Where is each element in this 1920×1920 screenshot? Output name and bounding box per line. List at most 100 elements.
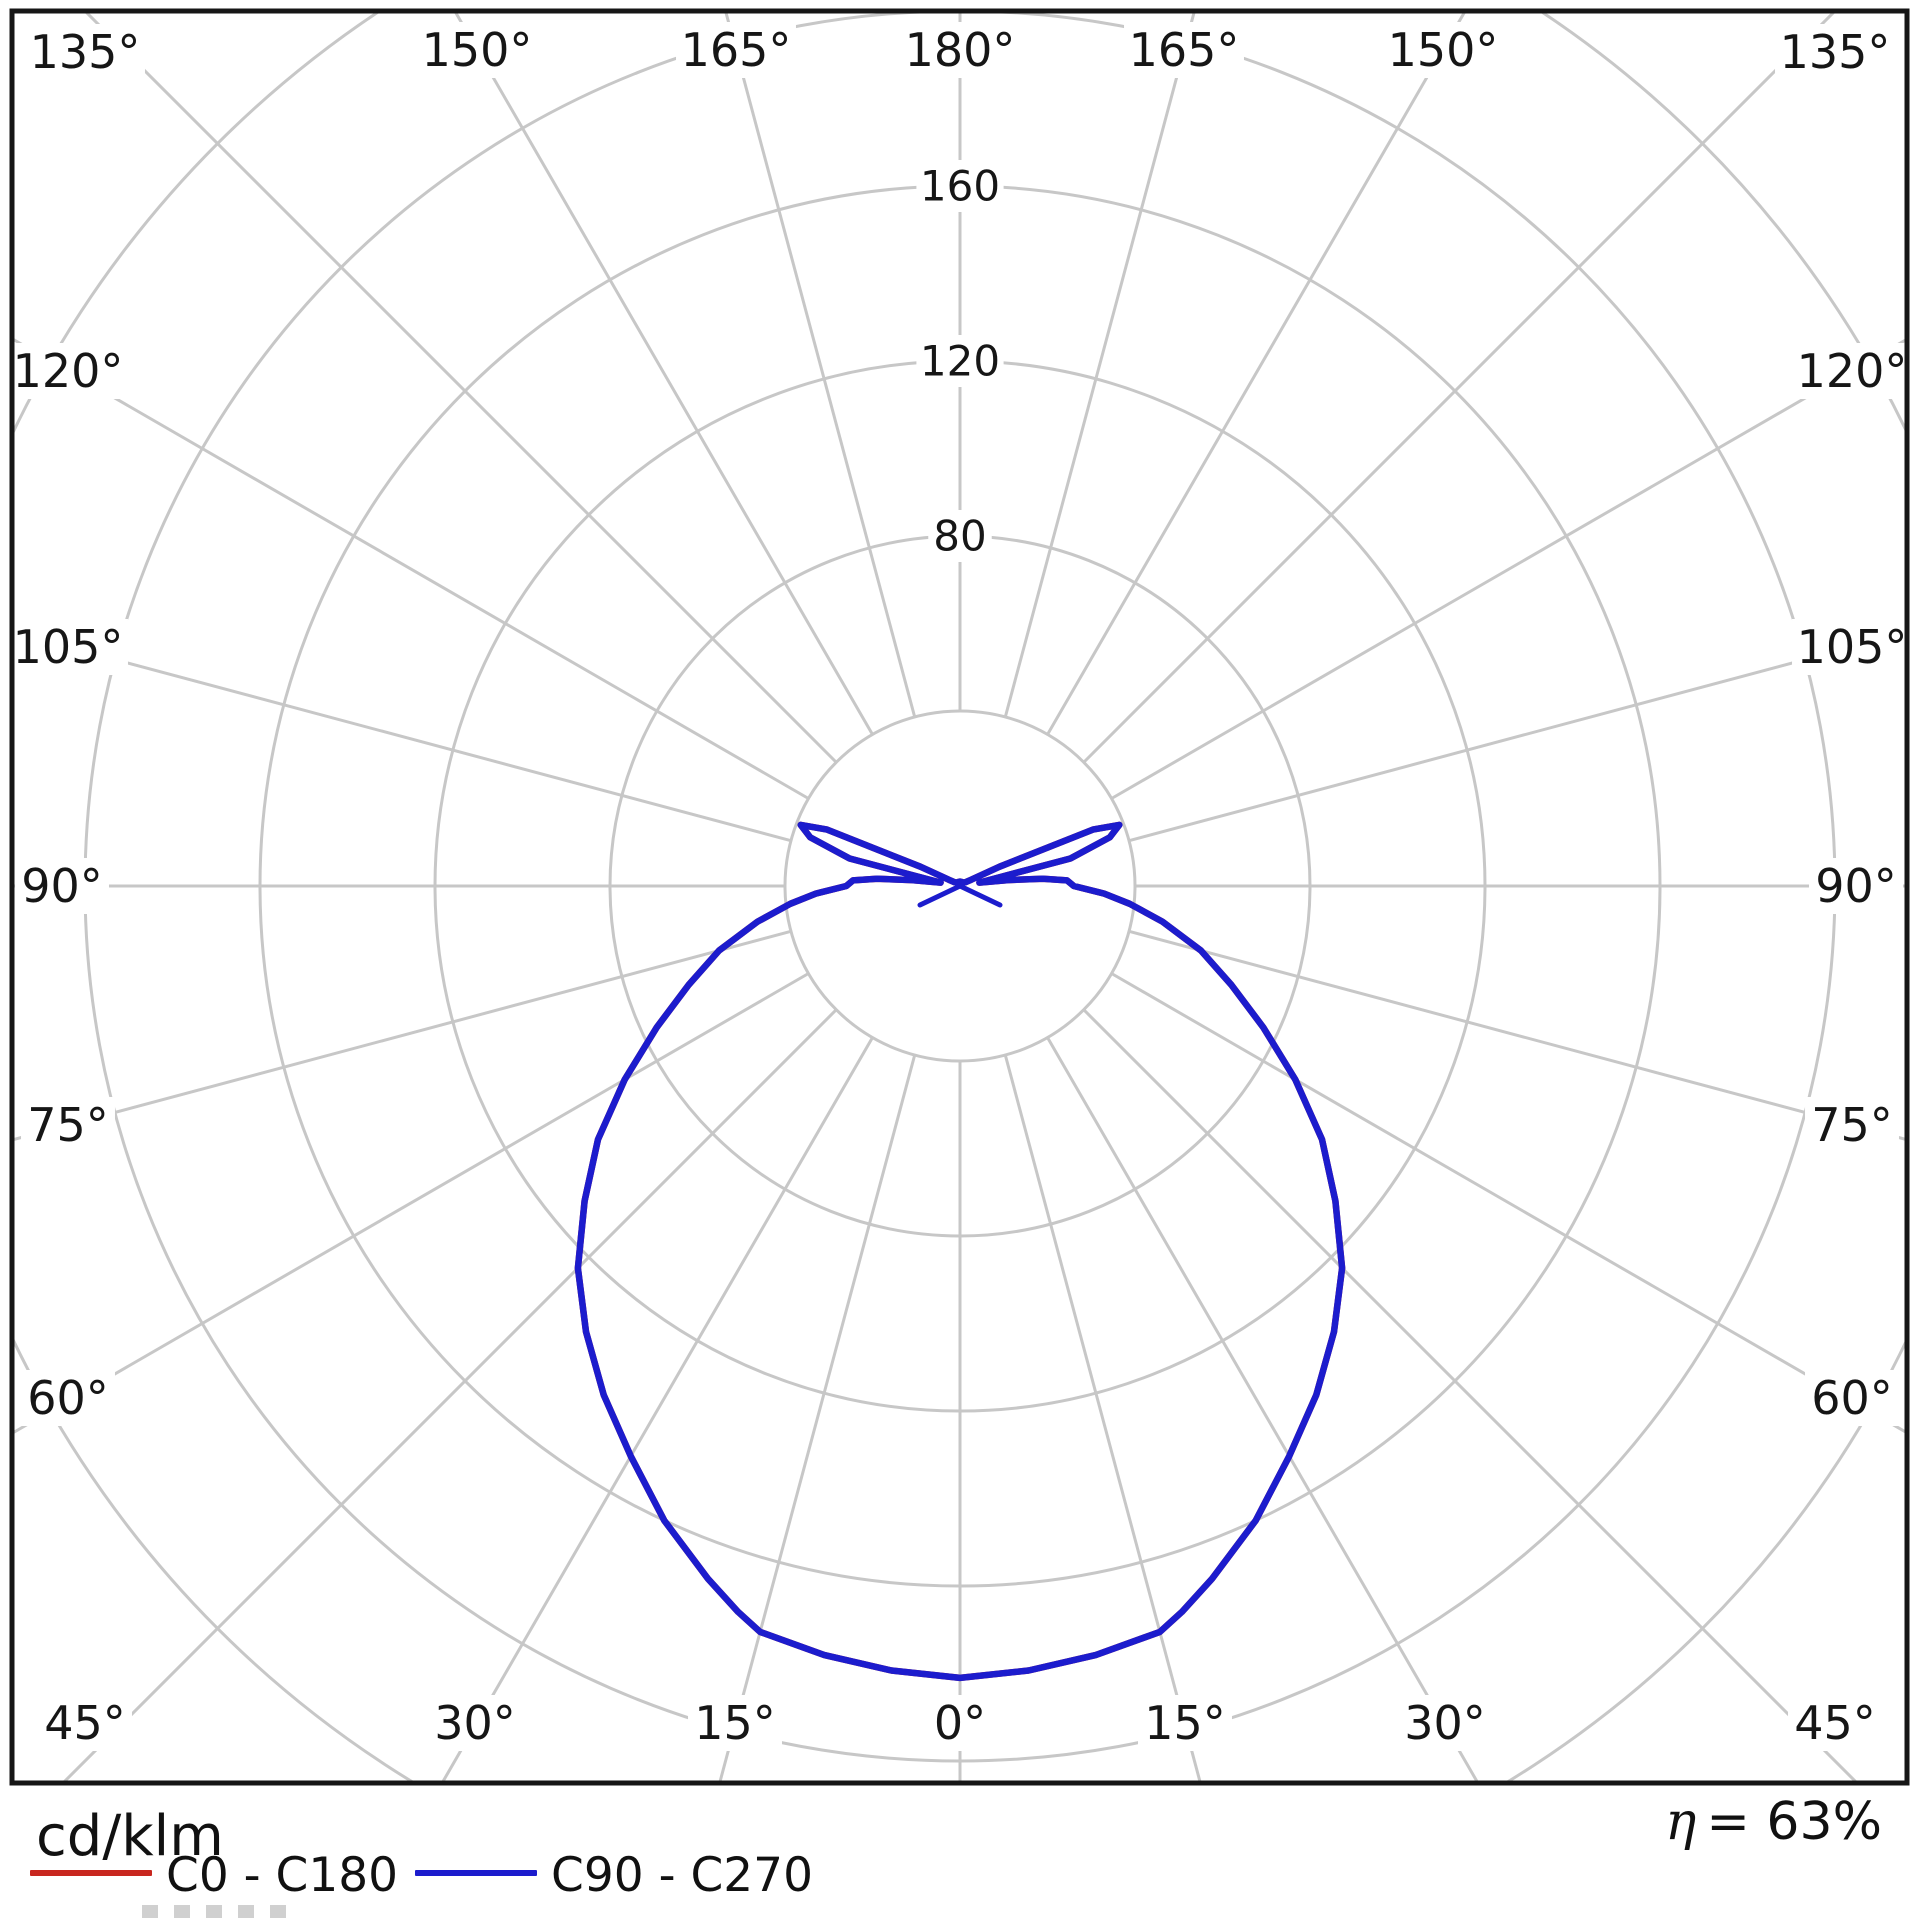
angle-tick-label-8-105°: 105°: [8, 619, 128, 675]
angle-tick-label-18-30°-bg: [428, 1695, 522, 1751]
angle-tick-label-16-60°-text: 60°: [1811, 1371, 1893, 1425]
angle-tick-label-12-120°-bg: [1792, 343, 1912, 399]
angle-tick-label-13-105°: 105°: [1792, 619, 1912, 675]
angle-tick-label-2-165°: 165°: [676, 22, 796, 78]
angle-tick-label-10-75°-bg: [21, 1097, 115, 1153]
efficiency-readout: η = 63%: [1665, 1792, 1882, 1852]
radial-tick-label-120: 120: [916, 335, 1004, 387]
angle-tick-label-21-15°: 15°: [1138, 1695, 1232, 1751]
angle-tick-label-19-15°-text: 15°: [694, 1696, 776, 1750]
grid-radial-105: [1128, 631, 1905, 843]
angle-tick-label-20-0°: 0°: [926, 1695, 994, 1751]
eta-symbol: η: [1665, 1792, 1697, 1852]
grid-radial-195: [724, 13, 917, 718]
angle-tick-label-12-120°-text: 120°: [1797, 344, 1908, 398]
angle-tick-label-11-60°: 60°: [21, 1370, 115, 1426]
grid-radial-345: [718, 1054, 917, 1781]
angle-tick-label-21-15°-text: 15°: [1144, 1696, 1226, 1750]
angle-tick-label-8-105°-bg: [8, 619, 128, 675]
legend-swatch-red-line: [30, 1870, 152, 1876]
angle-tick-label-9-90°-bg: [15, 858, 109, 914]
grid-radial-75: [1128, 929, 1905, 1141]
angle-tick-label-7-120°: 120°: [8, 343, 128, 399]
angle-tick-label-12-120°: 120°: [1792, 343, 1912, 399]
angle-tick-label-19-15°: 15°: [688, 1695, 782, 1751]
radial-tick-label-160-bg: [916, 160, 1004, 212]
angle-tick-label-18-30°: 30°: [428, 1695, 522, 1751]
angle-tick-label-6-135°-bg: [1775, 24, 1895, 80]
grid-radial-240: [14, 338, 810, 800]
grid-radial-255: [14, 630, 792, 843]
angle-tick-label-23-45°: 45°: [1788, 1695, 1882, 1751]
angle-tick-label-5-150°-text: 150°: [1388, 23, 1499, 77]
angle-tick-label-8-105°-text: 105°: [13, 620, 124, 674]
legend-label: C0 - C180: [166, 1848, 399, 1903]
grid-radial-165: [1003, 13, 1196, 718]
angle-tick-label-16-60°-bg: [1805, 1370, 1899, 1426]
angle-tick-label-4-165°: 165°: [1124, 22, 1244, 78]
grid-radial-300: [14, 972, 810, 1434]
angle-tick-label-5-150°: 150°: [1383, 22, 1503, 78]
angle-tick-label-0-135°-bg: [25, 24, 145, 80]
grid-radial-60: [1110, 972, 1905, 1434]
angle-tick-label-15-75°: 75°: [1805, 1097, 1899, 1153]
angle-tick-label-3-180°-bg: [900, 22, 1020, 78]
angle-tick-label-13-105°-text: 105°: [1797, 620, 1908, 674]
angle-tick-label-17-45°-text: 45°: [44, 1696, 126, 1750]
angle-tick-label-20-0°-text: 0°: [934, 1696, 986, 1750]
grid-radial-15: [1003, 1054, 1202, 1781]
grid-radial-330: [441, 1036, 874, 1781]
angle-tick-label-15-75°-bg: [1805, 1097, 1899, 1153]
angle-tick-label-23-45°-text: 45°: [1794, 1696, 1876, 1750]
angle-tick-label-5-150°-bg: [1383, 22, 1503, 78]
grid-radial-120: [1110, 338, 1905, 800]
center-tick-1: [957, 883, 1003, 908]
plot-border: [9, 8, 1910, 1786]
angle-tick-label-3-180°: 180°: [900, 22, 1020, 78]
angle-tick-label-14-90°-text: 90°: [1815, 859, 1897, 913]
angle-tick-label-20-0°-bg: [926, 1695, 994, 1751]
angle-tick-label-3-180°-text: 180°: [905, 23, 1016, 77]
grid-radial-210: [454, 13, 874, 736]
curve-C90-C270: [574, 821, 1346, 1682]
grid-radial-285: [14, 929, 792, 1142]
angle-tick-label-9-90°-text: 90°: [21, 859, 103, 913]
radial-tick-label-120-text: 120: [920, 337, 1000, 386]
angle-tick-label-14-90°: 90°: [1809, 858, 1903, 914]
radial-tick-label-80-bg: [928, 510, 992, 562]
angle-tick-label-6-135°-text: 135°: [1780, 25, 1891, 79]
angle-tick-label-14-90°-bg: [1809, 858, 1903, 914]
angle-tick-label-1-150°-bg: [417, 22, 537, 78]
angle-tick-label-6-135°: 135°: [1775, 24, 1895, 80]
angle-tick-label-11-60°-bg: [21, 1370, 115, 1426]
angle-tick-label-22-30°-bg: [1398, 1695, 1492, 1751]
angle-tick-label-15-75°-text: 75°: [1811, 1098, 1893, 1152]
angle-tick-label-2-165°-text: 165°: [681, 23, 792, 77]
angle-tick-label-1-150°-text: 150°: [422, 23, 533, 77]
angle-tick-label-7-120°-text: 120°: [13, 344, 124, 398]
angle-tick-label-10-75°-text: 75°: [27, 1098, 109, 1152]
angle-tick-label-2-165°-bg: [676, 22, 796, 78]
efficiency-value: = 63%: [1706, 1792, 1882, 1852]
legend-label: C90 - C270: [551, 1848, 813, 1903]
grid-radial-30: [1046, 1036, 1479, 1781]
radial-tick-label-160-text: 160: [920, 162, 1000, 211]
angle-tick-label-7-120°-bg: [8, 343, 128, 399]
angle-tick-label-21-15°-bg: [1138, 1695, 1232, 1751]
angle-tick-label-1-150°: 150°: [417, 22, 537, 78]
radial-tick-label-80-text: 80: [933, 512, 986, 561]
angle-tick-label-10-75°: 75°: [21, 1097, 115, 1153]
grid-radial-150: [1046, 13, 1466, 736]
angle-tick-label-11-60°-text: 60°: [27, 1371, 109, 1425]
angle-tick-label-13-105°-bg: [1792, 619, 1912, 675]
legend-swatch-blue-line: [415, 1870, 537, 1876]
radial-tick-label-160: 160: [916, 160, 1004, 212]
angle-tick-label-22-30°-text: 30°: [1404, 1696, 1486, 1750]
angle-tick-label-0-135°: 135°: [25, 24, 145, 80]
angle-tick-label-19-15°-bg: [688, 1695, 782, 1751]
angle-tick-label-16-60°: 60°: [1805, 1370, 1899, 1426]
center-tick-0: [917, 883, 963, 908]
angle-tick-label-23-45°-bg: [1788, 1695, 1882, 1751]
